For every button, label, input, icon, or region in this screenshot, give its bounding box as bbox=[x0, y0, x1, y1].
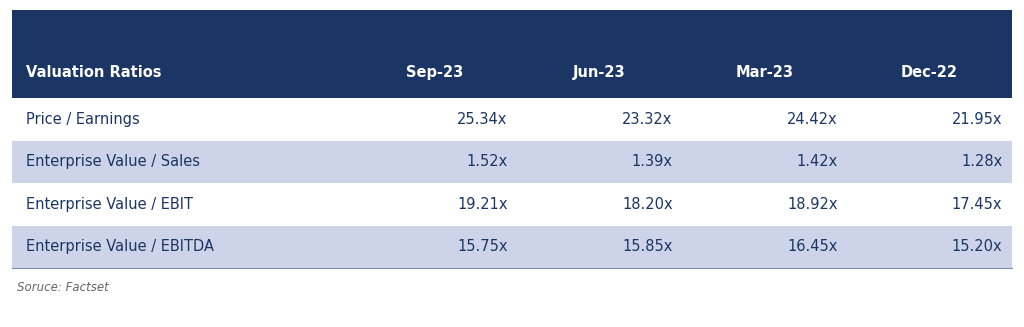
Text: 24.42x: 24.42x bbox=[786, 112, 838, 127]
Text: Dec-22: Dec-22 bbox=[901, 65, 957, 80]
Bar bbox=[682, 141, 847, 183]
Bar bbox=[517, 98, 682, 141]
Bar bbox=[682, 47, 847, 98]
Bar bbox=[12, 183, 352, 226]
Text: 25.34x: 25.34x bbox=[458, 112, 508, 127]
Bar bbox=[847, 141, 1012, 183]
Bar bbox=[12, 98, 352, 141]
Bar bbox=[517, 183, 682, 226]
Text: 17.45x: 17.45x bbox=[952, 197, 1002, 212]
Bar bbox=[12, 47, 352, 98]
Text: Enterprise Value / EBITDA: Enterprise Value / EBITDA bbox=[26, 239, 214, 254]
Bar bbox=[682, 226, 847, 268]
Bar bbox=[517, 47, 682, 98]
Bar bbox=[352, 98, 517, 141]
Text: 15.20x: 15.20x bbox=[951, 239, 1002, 254]
Bar bbox=[517, 226, 682, 268]
Text: 1.39x: 1.39x bbox=[632, 154, 673, 169]
Bar bbox=[847, 226, 1012, 268]
Text: 21.95x: 21.95x bbox=[952, 112, 1002, 127]
Text: Enterprise Value / Sales: Enterprise Value / Sales bbox=[26, 154, 200, 169]
Text: 23.32x: 23.32x bbox=[623, 112, 673, 127]
Text: 1.52x: 1.52x bbox=[466, 154, 508, 169]
Bar bbox=[12, 141, 352, 183]
Bar bbox=[12, 226, 352, 268]
Text: 15.75x: 15.75x bbox=[457, 239, 508, 254]
Bar bbox=[352, 47, 517, 98]
Bar bbox=[12, 10, 1012, 47]
Text: Jun-23: Jun-23 bbox=[573, 65, 626, 80]
Bar bbox=[847, 183, 1012, 226]
Bar bbox=[517, 141, 682, 183]
Text: Soruce: Factset: Soruce: Factset bbox=[17, 281, 110, 294]
Text: 15.85x: 15.85x bbox=[623, 239, 673, 254]
Bar bbox=[682, 183, 847, 226]
Text: 1.42x: 1.42x bbox=[797, 154, 838, 169]
Bar bbox=[847, 47, 1012, 98]
Text: Sep-23: Sep-23 bbox=[406, 65, 463, 80]
Text: Price / Earnings: Price / Earnings bbox=[26, 112, 139, 127]
Bar bbox=[352, 141, 517, 183]
Text: 16.45x: 16.45x bbox=[787, 239, 838, 254]
Bar bbox=[682, 98, 847, 141]
Text: 18.20x: 18.20x bbox=[622, 197, 673, 212]
Text: Mar-23: Mar-23 bbox=[735, 65, 794, 80]
Bar bbox=[847, 98, 1012, 141]
Text: 19.21x: 19.21x bbox=[457, 197, 508, 212]
Bar bbox=[352, 183, 517, 226]
Bar bbox=[352, 226, 517, 268]
Text: Enterprise Value / EBIT: Enterprise Value / EBIT bbox=[26, 197, 193, 212]
Text: Valuation Ratios: Valuation Ratios bbox=[26, 65, 161, 80]
Text: 18.92x: 18.92x bbox=[787, 197, 838, 212]
Text: 1.28x: 1.28x bbox=[962, 154, 1002, 169]
